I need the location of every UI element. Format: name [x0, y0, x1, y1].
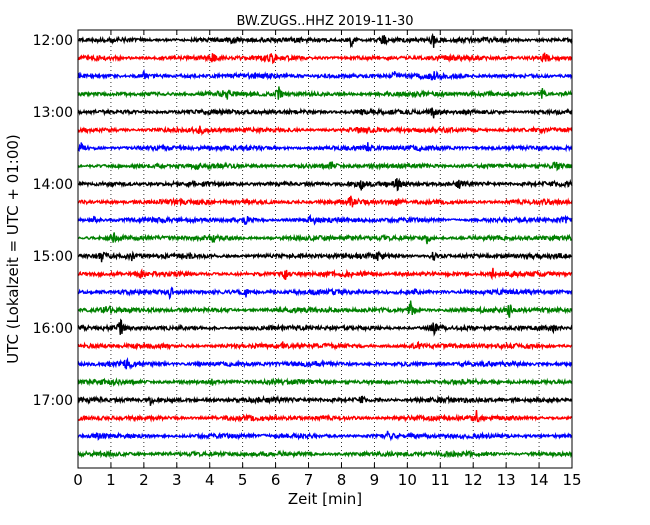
x-tick-label: 15	[562, 471, 581, 489]
trace-line	[77, 32, 573, 49]
trace-line	[77, 69, 573, 81]
x-tick-label: 10	[398, 471, 417, 489]
y-tick-label: 16:00	[33, 321, 73, 337]
trace-line	[77, 377, 573, 387]
x-tick-label: 11	[431, 471, 450, 489]
trace-line	[77, 213, 573, 226]
x-tick-label: 9	[370, 471, 380, 489]
trace-line	[77, 142, 573, 153]
trace-line	[77, 318, 573, 337]
trace-line	[77, 177, 573, 192]
x-tick-label: 13	[497, 471, 516, 489]
trace-line	[77, 107, 573, 119]
axis-ticks: 0 1 2 3 4 5 6 7 8 9 10 11 12 13 14 1512:0013:0014:0015:…	[33, 30, 582, 489]
trace-line	[77, 125, 573, 137]
trace-line	[77, 52, 573, 65]
x-tick-label: 8	[337, 471, 347, 489]
trace-line	[77, 267, 573, 281]
y-tick-label: 12:00	[33, 33, 73, 49]
x-axis-label: Zeit [min]	[288, 490, 362, 508]
chart-title: BW.ZUGS..HHZ 2019-11-30	[236, 14, 413, 29]
trace-line	[77, 356, 573, 370]
x-tick-label: 4	[205, 471, 215, 489]
trace-line	[77, 449, 573, 459]
trace-line	[77, 286, 573, 301]
trace-line	[77, 232, 573, 245]
trace-line	[77, 300, 573, 318]
x-tick-label: 6	[271, 471, 281, 489]
y-tick-label: 15:00	[33, 249, 73, 265]
trace-line	[77, 409, 573, 423]
x-tick-label: 12	[464, 471, 483, 489]
trace-line	[77, 340, 573, 351]
y-tick-label: 14:00	[33, 177, 73, 193]
y-axis-label: UTC (Lokalzeit = UTC + 01:00)	[4, 134, 22, 364]
x-tick-label: 3	[172, 471, 182, 489]
trace-line	[77, 430, 573, 442]
trace-line	[77, 195, 573, 208]
y-tick-label: 17:00	[33, 393, 73, 409]
trace-line	[77, 394, 573, 406]
trace-line	[77, 86, 573, 100]
x-tick-label: 0	[73, 471, 83, 489]
x-tick-label: 5	[238, 471, 248, 489]
trace-line	[77, 250, 573, 263]
x-tick-label: 7	[304, 471, 314, 489]
trace-line	[77, 161, 573, 172]
y-tick-label: 13:00	[33, 105, 73, 121]
x-tick-label: 1	[106, 471, 116, 489]
trace-series-group	[77, 32, 573, 459]
x-tick-label: 14	[530, 471, 549, 489]
x-tick-label: 2	[139, 471, 149, 489]
plot-frame	[77, 29, 573, 469]
